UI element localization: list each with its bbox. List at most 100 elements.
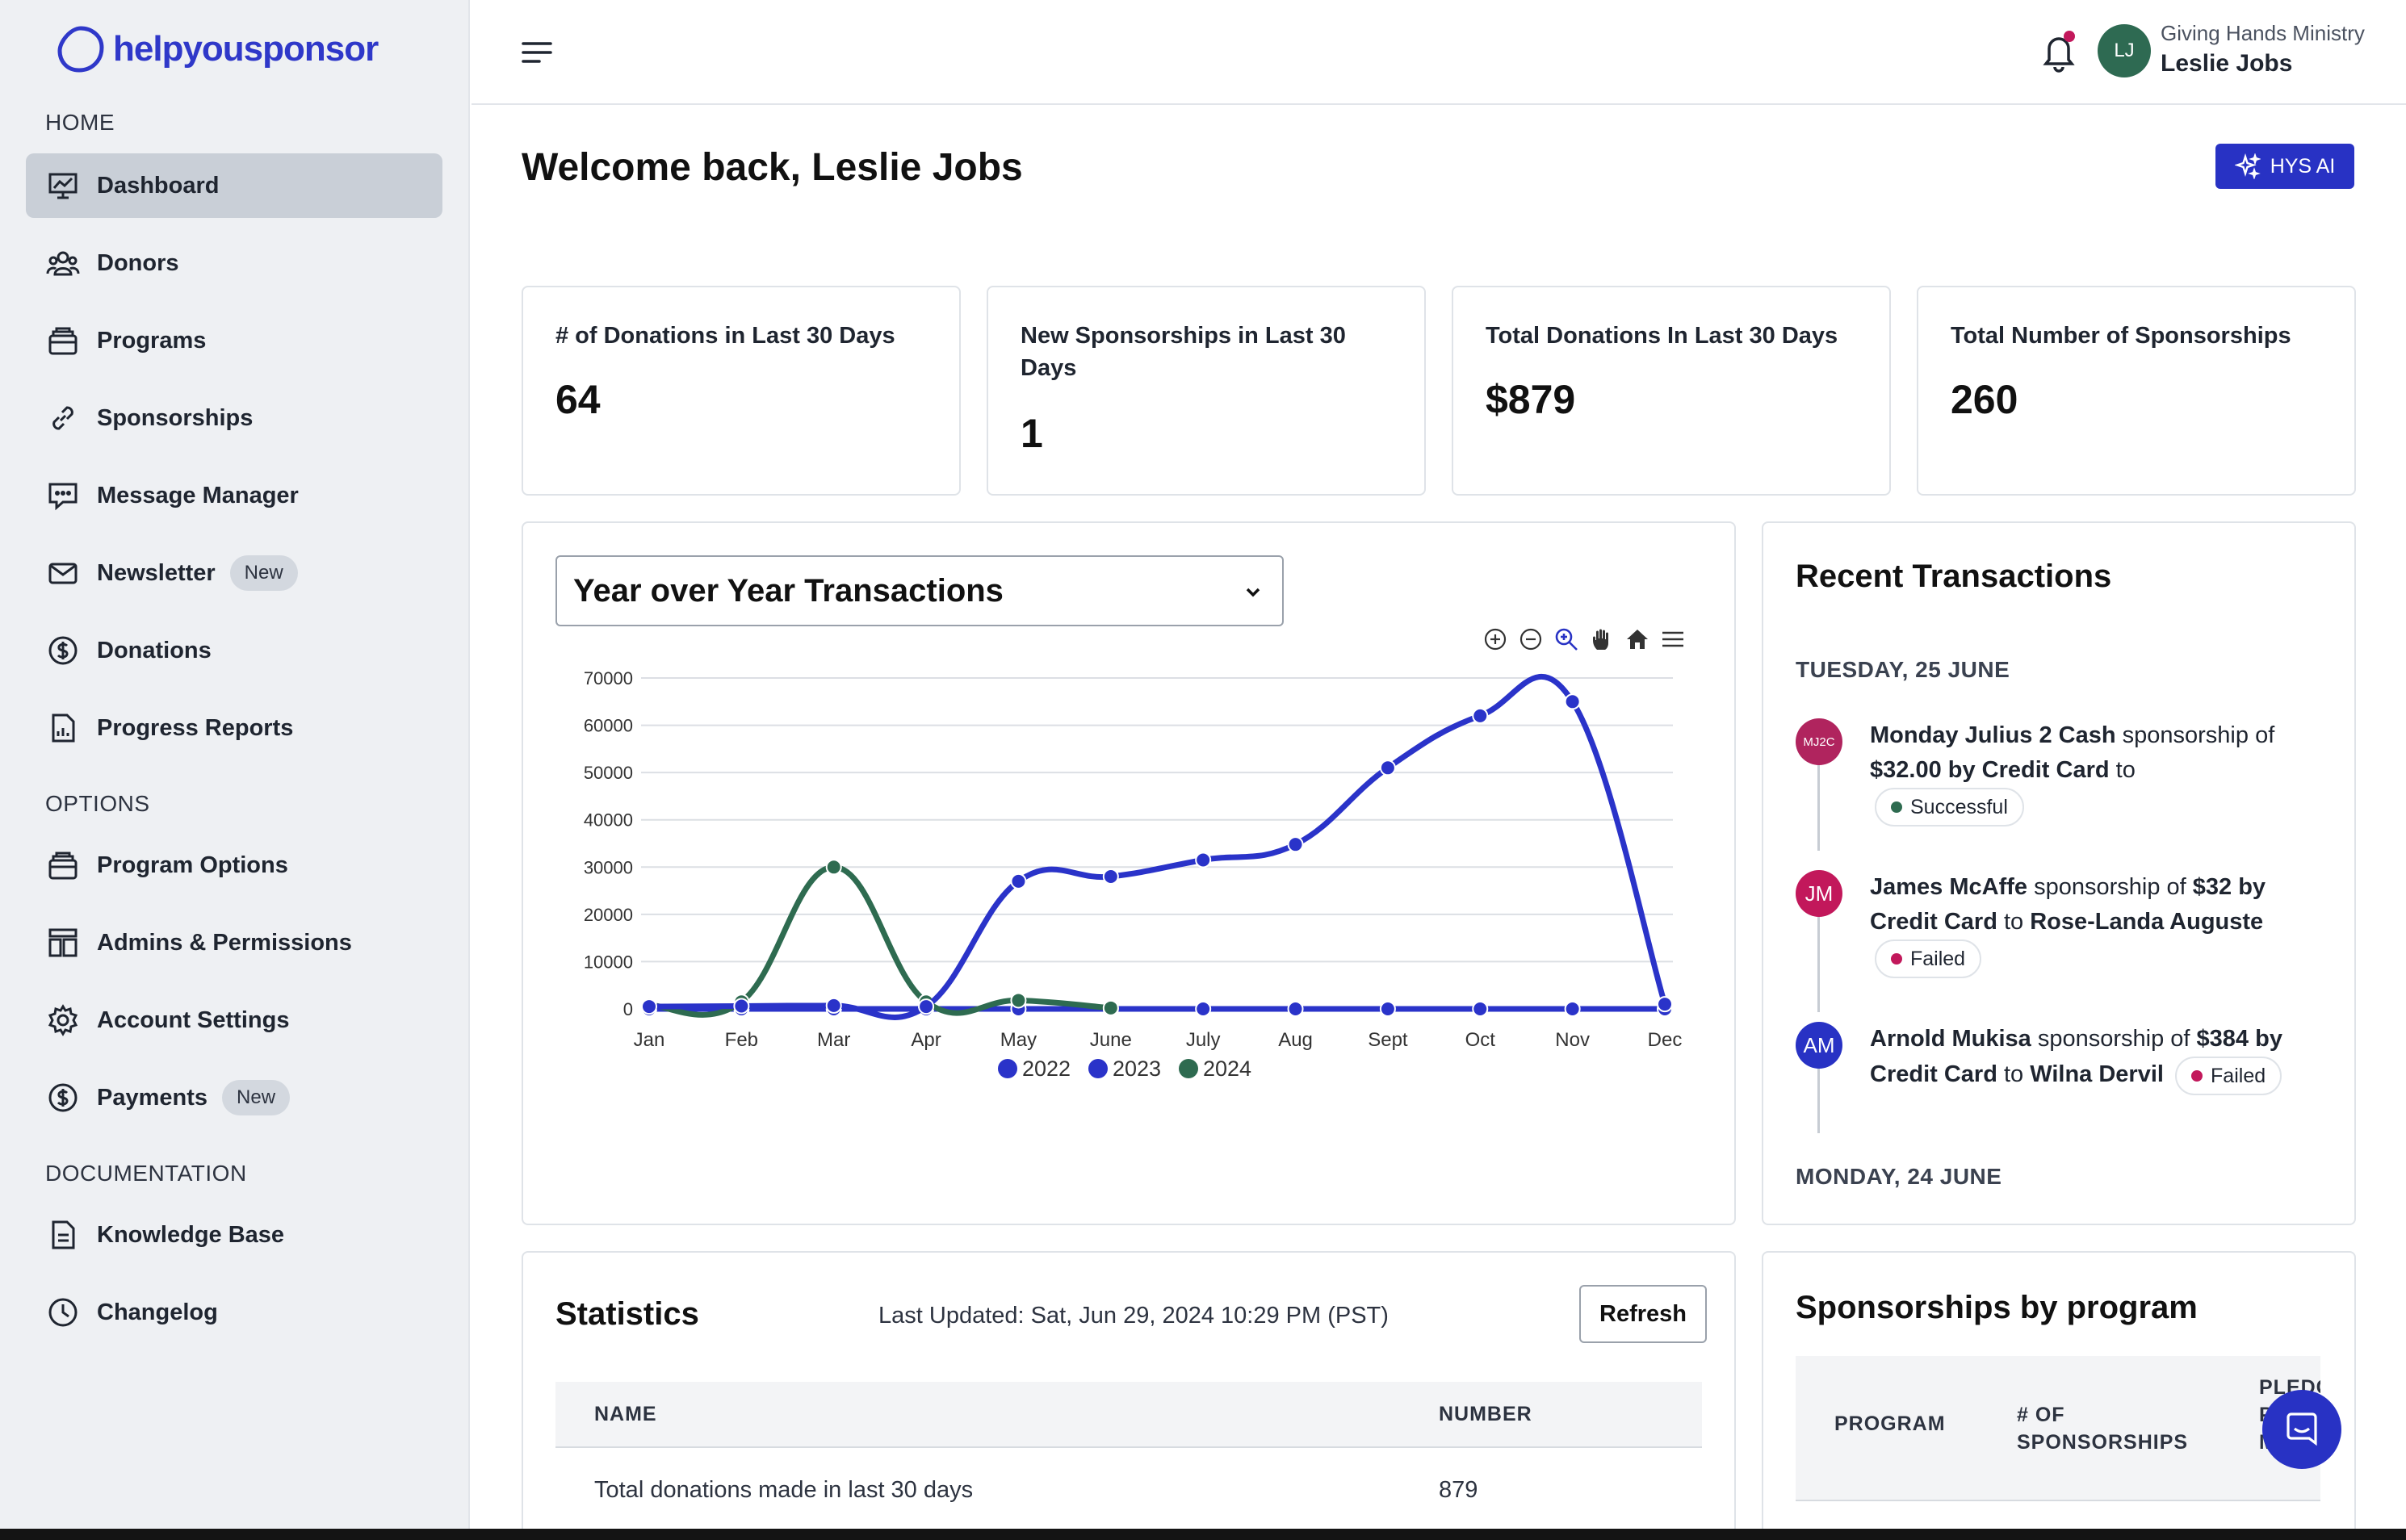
sidebar-item-label: Programs — [97, 327, 207, 354]
sidebar-item-label: Dashboard — [97, 172, 220, 199]
legend-label: 2022 — [1022, 1057, 1071, 1081]
date-header: TUESDAY, 25 JUNE — [1796, 657, 2010, 682]
sidebar-item-programs[interactable]: Programs — [26, 308, 442, 373]
dollar-circle-icon — [45, 1080, 81, 1115]
mail-icon — [45, 555, 81, 591]
data-point-2023 — [1102, 868, 1119, 885]
statistics-title: Statistics — [555, 1296, 699, 1332]
legend-marker-2023 — [1088, 1059, 1108, 1078]
tx-connector: to — [1997, 909, 2031, 935]
sidebar-item-donors[interactable]: Donors — [26, 231, 442, 295]
column-header-number: NUMBER — [1439, 1403, 1532, 1425]
y-tick-label: 30000 — [584, 857, 633, 877]
sidebar-item-newsletter[interactable]: Newsletter New — [26, 541, 442, 605]
series-line-2023 — [646, 673, 1668, 1020]
statistics-table-header: NAME NUMBER — [555, 1382, 1702, 1448]
transaction-item[interactable]: JM James McAffe sponsorship of $32 by Cr… — [1796, 870, 2312, 983]
sidebar-item-account-settings[interactable]: Account Settings — [26, 988, 442, 1052]
refresh-button[interactable]: Refresh — [1579, 1285, 1707, 1343]
new-badge: New — [222, 1080, 291, 1115]
sidebar-item-message-manager[interactable]: Message Manager — [26, 463, 442, 528]
chart-menu-icon[interactable] — [1660, 626, 1686, 652]
chart-type-select[interactable]: Year over Year Transactions — [555, 555, 1284, 626]
transaction-text: Monday Julius 2 Cash sponsorship of $32.… — [1870, 718, 2322, 826]
user-name[interactable]: Leslie Jobs — [2161, 50, 2293, 77]
transaction-item[interactable]: AM Arnold Mukisa sponsorship of $384 by … — [1796, 1022, 2312, 1103]
sidebar-item-dashboard[interactable]: Dashboard — [26, 153, 442, 218]
sidebar-item-donations[interactable]: Donations — [26, 618, 442, 683]
recipient-name: Rose-Landa Auguste — [2030, 909, 2264, 935]
organization-name: Giving Hands Ministry — [2161, 21, 2365, 45]
top-bar: LJ Giving Hands Ministry Leslie Jobs — [472, 0, 2406, 105]
transaction-item[interactable]: MJ2C Monday Julius 2 Cash sponsorship of… — [1796, 718, 2312, 831]
y-tick-label: 70000 — [584, 668, 633, 688]
chart-card: Year over Year Transactions 70000 60000 50… — [522, 521, 1736, 1225]
tx-connector: sponsorship of — [2115, 722, 2275, 748]
tx-amount: $32 by Credit Card — [1870, 874, 2266, 935]
menu-toggle-icon[interactable] — [518, 34, 555, 71]
sidebar-item-payments[interactable]: Payments New — [26, 1065, 442, 1130]
data-point-2023 — [1287, 836, 1304, 853]
column-header-sponsorships: # OF SPONSORSHIPS — [2017, 1404, 2189, 1454]
status-dot — [1891, 953, 1902, 965]
sparkle-icon — [2234, 153, 2261, 179]
avatar[interactable]: LJ — [2098, 24, 2151, 77]
hys-ai-button[interactable]: HYS AI — [2215, 144, 2354, 189]
x-tick-label: Jan — [634, 1029, 665, 1051]
sidebar-item-sponsorships[interactable]: Sponsorships — [26, 386, 442, 450]
transaction-text: Arnold Mukisa sponsorship of $384 by Cre… — [1870, 1022, 2322, 1095]
y-tick-label: 20000 — [584, 905, 633, 925]
data-point-2024 — [825, 859, 842, 876]
sidebar-item-program-options[interactable]: Program Options — [26, 833, 442, 898]
stat-card-donations: # of Donations in Last 30 Days 64 — [522, 286, 961, 496]
donor-name: James McAffe — [1870, 874, 2028, 900]
sidebar-item-admins-permissions[interactable]: Admins & Permissions — [26, 910, 442, 975]
recent-transactions-card: Recent Transactions TUESDAY, 25 JUNE MJ2… — [1762, 521, 2356, 1225]
sponsorships-by-program-title: Sponsorships by program — [1796, 1290, 2198, 1325]
y-tick-label: 50000 — [584, 763, 633, 783]
section-documentation: DOCUMENTATION — [45, 1161, 247, 1186]
y-tick-label: 0 — [623, 999, 633, 1019]
pan-hand-icon[interactable] — [1589, 626, 1615, 652]
y-tick-label: 40000 — [584, 810, 633, 831]
clock-icon — [45, 1295, 81, 1330]
sidebar-item-label: Donations — [97, 637, 212, 663]
legend-marker-2022 — [998, 1059, 1017, 1078]
x-tick-label: Feb — [725, 1029, 758, 1051]
sidebar-item-label: Donors — [97, 249, 179, 276]
legend-label: 2023 — [1113, 1057, 1161, 1081]
status-dot — [1891, 801, 1902, 813]
new-badge: New — [229, 555, 298, 591]
data-point-2023 — [1564, 693, 1581, 710]
document-icon — [45, 1217, 81, 1253]
data-point-2022 — [1472, 1001, 1489, 1017]
notifications-button[interactable] — [2038, 29, 2080, 74]
legend-marker-2024 — [1179, 1059, 1198, 1078]
support-chat-button[interactable] — [2262, 1390, 2341, 1469]
x-tick-label: Mar — [817, 1029, 850, 1051]
zoom-selection-icon[interactable] — [1553, 626, 1579, 652]
brand-logo[interactable]: helpyousponsor — [55, 21, 379, 77]
bell-icon — [2043, 37, 2075, 73]
sidebar-item-progress-reports[interactable]: Progress Reports — [26, 696, 442, 760]
stat-title: New Sponsorships in Last 30 Days — [1021, 323, 1346, 381]
notification-dot — [2064, 31, 2075, 42]
chevron-down-icon — [1246, 588, 1260, 597]
brand-name: helpyousponsor — [113, 29, 379, 69]
bottom-edge-bar — [0, 1529, 2406, 1540]
transaction-text: James McAffe sponsorship of $32 by Credi… — [1870, 870, 2322, 978]
zoom-in-icon[interactable] — [1482, 626, 1508, 652]
sidebar-item-label: Message Manager — [97, 482, 299, 508]
timeline-line — [1817, 757, 1820, 851]
home-reset-icon[interactable] — [1624, 626, 1650, 652]
chart-type-value: Year over Year Transactions — [573, 572, 1004, 609]
sidebar-item-knowledge-base[interactable]: Knowledge Base — [26, 1203, 442, 1267]
sidebar-item-changelog[interactable]: Changelog — [26, 1280, 442, 1345]
x-tick-label: May — [1000, 1029, 1037, 1051]
sidebar-item-label: Program Options — [97, 852, 288, 878]
chat-icon — [45, 478, 81, 513]
zoom-out-icon[interactable] — [1518, 626, 1544, 652]
x-tick-label: Sept — [1368, 1029, 1408, 1051]
status-badge: Successful — [1875, 788, 2024, 826]
sidebar-item-label: Payments — [97, 1084, 208, 1111]
